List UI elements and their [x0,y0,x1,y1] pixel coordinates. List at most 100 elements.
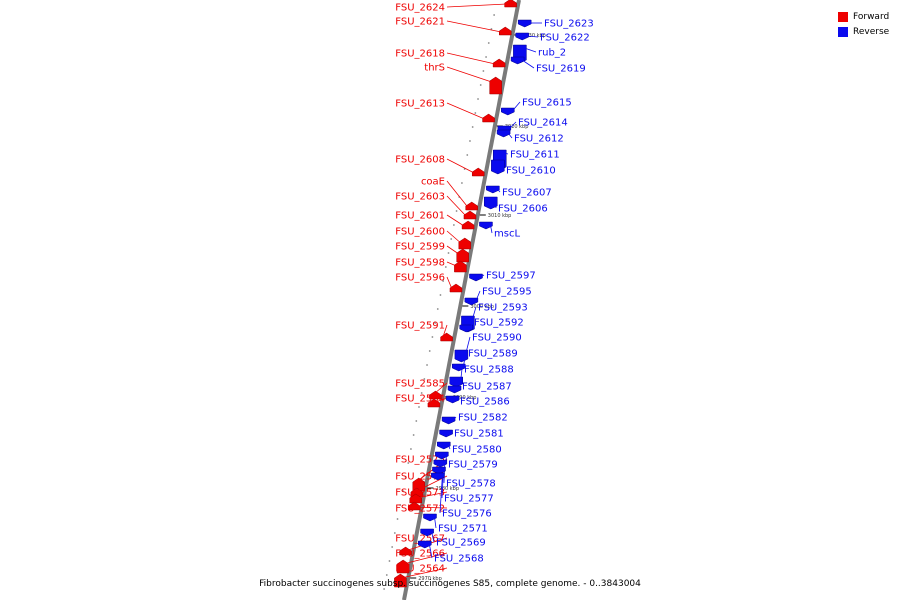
forward-gene[interactable]: FSU_2596 [395,273,463,293]
forward-gene[interactable]: FSU_2564 [394,564,448,588]
forward-gene-glyph[interactable] [471,167,485,177]
reverse-gene-label[interactable]: FSU_2576 [442,509,492,520]
reverse-gene-label[interactable]: FSU_2578 [446,479,496,490]
forward-gene-glyph[interactable] [456,248,469,263]
forward-gene-label[interactable]: FSU_2601 [395,211,445,222]
forward-gene-glyph[interactable] [465,201,478,211]
forward-gene-glyph[interactable] [440,332,453,342]
reverse-gene-glyph[interactable] [433,459,448,468]
reverse-gene-label[interactable]: FSU_2592 [474,318,524,329]
reverse-gene[interactable]: FSU_2588 [449,365,514,388]
forward-gene-label[interactable]: FSU_2598 [395,258,445,269]
reverse-gene-label[interactable]: FSU_2622 [540,33,590,44]
forward-gene[interactable]: FSU_2608 [395,155,485,177]
forward-gene[interactable]: FSU_2603 [395,192,477,220]
reverse-gene-label[interactable]: FSU_2577 [444,494,494,505]
reverse-gene[interactable]: FSU_2586 [445,395,510,408]
forward-gene-label[interactable]: FSU_2573 [395,488,445,499]
reverse-gene-glyph[interactable] [501,107,515,116]
forward-gene[interactable]: FSU_2584 [395,394,448,408]
forward-gene-label[interactable]: FSU_2567 [395,534,445,545]
reverse-gene-glyph[interactable] [437,441,451,450]
forward-gene[interactable]: FSU_2591 [395,321,453,342]
forward-gene-glyph[interactable] [454,260,467,273]
forward-gene[interactable]: FSU_2585 [395,379,448,400]
forward-gene-label[interactable]: FSU_2584 [395,394,445,405]
forward-gene-label[interactable]: FSU_2599 [395,242,445,253]
forward-gene-glyph[interactable] [461,220,475,230]
forward-gene-glyph[interactable] [458,237,472,250]
forward-gene[interactable]: FSU_2566 [395,549,448,574]
reverse-gene[interactable]: FSU_2607 [486,185,552,199]
reverse-gene-label[interactable]: rub_2 [538,48,566,59]
reverse-gene[interactable]: FSU_2612 [496,129,564,145]
forward-gene[interactable]: FSU_2613 [395,99,495,123]
reverse-gene-glyph[interactable] [439,429,453,438]
reverse-gene-label[interactable]: FSU_2614 [518,118,568,129]
reverse-gene-glyph[interactable] [423,513,437,522]
reverse-gene-label[interactable]: FSU_2569 [436,538,486,549]
forward-gene-glyph[interactable] [482,113,495,123]
forward-gene-label[interactable]: FSU_2591 [395,321,445,332]
reverse-gene-glyph[interactable] [515,32,529,41]
reverse-gene-glyph[interactable] [517,19,532,28]
reverse-gene[interactable]: FSU_2623 [517,19,594,30]
forward-gene-label[interactable]: FSU_2574 [395,472,445,483]
forward-gene-glyph[interactable] [492,58,506,68]
reverse-gene-glyph[interactable] [449,376,463,388]
legend-reverse[interactable]: Reverse [838,24,889,39]
reverse-gene[interactable]: FSU_2622 [515,32,590,44]
forward-gene-label[interactable]: FSU_2564 [395,564,445,575]
reverse-gene-glyph[interactable] [431,472,445,481]
reverse-gene[interactable]: mscL [479,221,520,240]
reverse-gene-label[interactable]: FSU_2593 [478,303,528,314]
reverse-gene-glyph[interactable] [483,196,498,210]
reverse-gene-label[interactable]: FSU_2611 [510,150,560,161]
reverse-gene-label[interactable]: FSU_2587 [462,382,512,393]
reverse-gene-glyph[interactable] [435,451,449,460]
forward-gene-glyph[interactable] [407,501,421,511]
reverse-gene-glyph[interactable] [496,129,511,138]
forward-gene[interactable]: FSU_2600 [395,227,472,250]
reverse-gene[interactable]: FSU_2579 [435,451,498,471]
reverse-gene-label[interactable]: FSU_2571 [438,524,488,535]
reverse-gene-glyph[interactable] [447,385,462,394]
reverse-gene-label[interactable]: FSU_2582 [458,413,508,424]
forward-gene[interactable]: thrS [424,63,502,95]
forward-gene-glyph[interactable] [504,0,517,8]
forward-gene-glyph[interactable] [412,477,426,492]
forward-gene-label[interactable]: thrS [424,63,445,74]
forward-gene[interactable]: FSU_2621 [395,17,512,36]
reverse-gene-label[interactable]: FSU_2579 [448,460,498,471]
forward-gene-label[interactable]: FSU_2621 [395,17,445,28]
forward-gene-glyph[interactable] [463,210,477,220]
forward-gene[interactable]: FSU_2567 [395,534,448,556]
legend-forward[interactable]: Forward [838,9,889,24]
reverse-gene-glyph[interactable] [491,159,505,175]
reverse-gene-label[interactable]: FSU_2586 [460,397,510,408]
reverse-gene-glyph[interactable] [418,540,432,549]
reverse-gene[interactable]: FSU_2582 [441,413,508,425]
reverse-gene-label[interactable]: FSU_2623 [544,19,594,30]
forward-gene-glyph[interactable] [429,390,442,400]
reverse-gene-glyph[interactable] [479,221,493,230]
forward-gene[interactable]: FSU_2574 [395,472,448,498]
reverse-gene[interactable]: FSU_2592 [459,318,524,333]
reverse-gene-glyph[interactable] [445,395,460,404]
reverse-gene-label[interactable]: FSU_2580 [452,445,502,456]
forward-gene[interactable]: FSU_2572 [395,501,448,515]
reverse-gene-label[interactable]: FSU_2606 [498,204,548,215]
forward-gene[interactable]: FSU_2618 [395,49,506,68]
reverse-gene-glyph[interactable] [441,416,456,425]
reverse-gene[interactable]: FSU_2606 [483,196,548,215]
reverse-gene[interactable]: FSU_2580 [437,441,502,456]
reverse-gene-label[interactable]: FSU_2568 [434,554,484,565]
reverse-gene-glyph[interactable] [469,273,483,282]
forward-gene-label[interactable]: FSU_2575 [395,455,445,466]
reverse-gene-label[interactable]: FSU_2589 [468,349,518,360]
forward-gene-label[interactable]: FSU_2624 [395,3,445,14]
reverse-gene[interactable]: FSU_2610 [491,159,556,177]
reverse-gene[interactable]: FSU_2581 [439,429,504,440]
reverse-gene-label[interactable]: FSU_2595 [482,287,532,298]
forward-gene-label[interactable]: FSU_2596 [395,273,445,284]
